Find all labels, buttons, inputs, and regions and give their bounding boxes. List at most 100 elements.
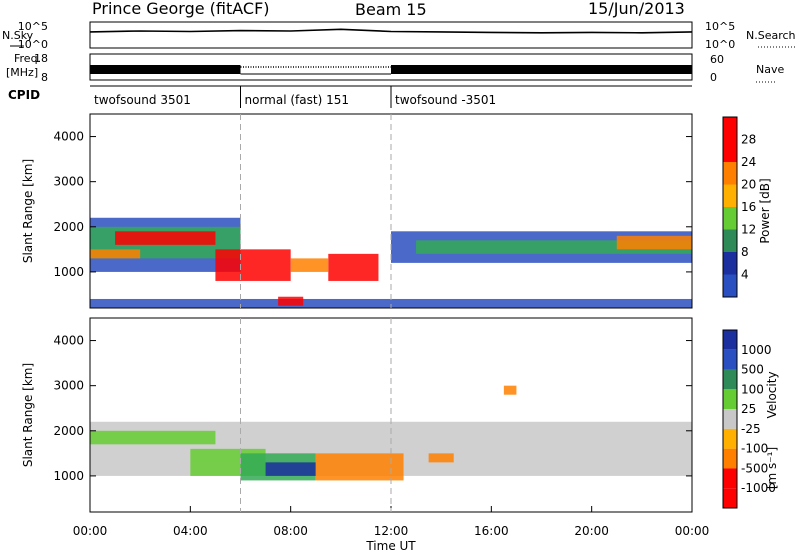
power-yticks-label-2: 2000 bbox=[53, 220, 84, 234]
nsearch-right-tick-top: 10^5 bbox=[705, 20, 735, 33]
vel-cbar-cell-8 bbox=[723, 488, 737, 508]
vel-yticks-label-2: 2000 bbox=[53, 424, 84, 438]
freq-panel: Freq. [MHz] 18 8 60 0 Nave bbox=[6, 52, 784, 84]
x-tick-label-3: 12:00 bbox=[374, 524, 409, 538]
power-cbar-cell-1 bbox=[723, 139, 737, 162]
cpid-row: CPID twofsound 3501 normal (fast) 151 twof… bbox=[8, 85, 692, 108]
cpid-entry-1: normal (fast) 151 bbox=[245, 93, 349, 107]
power-cbar-cell-6 bbox=[723, 252, 737, 275]
vel-cbar-frame bbox=[722, 329, 738, 509]
nsky-frame bbox=[89, 21, 693, 49]
nsky-label: N.Sky bbox=[2, 29, 34, 42]
velocity-y-ticks: 4000 3000 2000 1000 bbox=[53, 334, 692, 483]
power-cbar-tick-1: 24 bbox=[741, 155, 756, 169]
vel-cbar-cell-1 bbox=[723, 349, 737, 370]
power-bands-band-6 bbox=[290, 258, 329, 272]
freq-segment-0 bbox=[90, 65, 241, 74]
freq-segments bbox=[90, 65, 692, 75]
power-bands-band-2 bbox=[115, 231, 216, 245]
vel-bands-band-7 bbox=[503, 385, 517, 395]
power-cbar-cell-4 bbox=[723, 207, 737, 230]
nave-right-tick-bottom: 0 bbox=[710, 71, 717, 84]
velocity-panel: 4000 3000 2000 1000 Slant Range [km] 1000 50… bbox=[21, 317, 779, 553]
power-bands-band-4 bbox=[215, 249, 291, 281]
power-cbar-cell-7 bbox=[723, 274, 737, 297]
x-tick-label-6: 00:00 bbox=[675, 524, 710, 538]
power-cbar-tick-0: 28 bbox=[741, 133, 756, 147]
mode-separators bbox=[240, 114, 392, 512]
vel-cbar-tick-7: -1000 bbox=[741, 481, 776, 495]
power-bands-band-10 bbox=[90, 298, 692, 308]
vel-cbar-tick-6: -500 bbox=[741, 461, 768, 475]
nave-label: Nave bbox=[756, 63, 784, 76]
freq-left-tick-top: 18 bbox=[34, 52, 48, 65]
velocity-colorbar: 1000 500 100 25 -25 -100 -500 -1000 bbox=[722, 329, 776, 509]
vel-cbar-tick-4: -25 bbox=[741, 422, 761, 436]
power-bands-band-3 bbox=[90, 249, 141, 259]
velocity-y-label: Slant Range [km] bbox=[21, 363, 35, 467]
power-cbar-tick-6: 4 bbox=[741, 268, 749, 282]
freq-left-tick-bottom: 8 bbox=[41, 71, 48, 84]
vel-cbar-cell-0 bbox=[723, 330, 737, 350]
power-cbar-tick-5: 8 bbox=[741, 245, 749, 259]
station-title: Prince George (fitACF) bbox=[92, 0, 270, 18]
cpid-entry-2: twofsound -3501 bbox=[395, 93, 496, 107]
freq-label-top: Freq. bbox=[14, 52, 41, 65]
x-tick-label-2: 08:00 bbox=[273, 524, 308, 538]
vel-cbar-tick-0: 1000 bbox=[741, 343, 772, 357]
cpid-entries: twofsound 3501 normal (fast) 151 twofsound… bbox=[94, 86, 496, 108]
cpid-entry-0: twofsound 3501 bbox=[94, 93, 191, 107]
x-tick-label-4: 16:00 bbox=[474, 524, 509, 538]
time-x-label: Time UT bbox=[365, 539, 416, 553]
vel-cbar-cell-5 bbox=[723, 428, 737, 449]
x-tick-label-1: 04:00 bbox=[173, 524, 208, 538]
nsky-series-line bbox=[89, 28, 693, 34]
vel-bands-band-5 bbox=[315, 453, 404, 481]
vel-cbar-tick-2: 100 bbox=[741, 382, 764, 396]
vel-yticks-label-3: 1000 bbox=[53, 469, 84, 483]
date-title: 15/Jun/2013 bbox=[588, 0, 685, 18]
vel-bands-band-1 bbox=[90, 430, 216, 445]
power-cbar-cell-3 bbox=[723, 184, 737, 207]
vel-cbar-cell-2 bbox=[723, 369, 737, 390]
vel-cbar-cell-6 bbox=[723, 448, 737, 469]
power-cbar-tick-2: 20 bbox=[741, 178, 756, 192]
power-colorbar: 28 24 20 16 12 8 4 bbox=[722, 116, 756, 298]
x-tick-label-5: 20:00 bbox=[574, 524, 609, 538]
vel-yticks-label-1: 3000 bbox=[53, 379, 84, 393]
power-cbar-cell-5 bbox=[723, 229, 737, 252]
vel-bands-band-4 bbox=[265, 462, 316, 476]
vel-cbar-tick-1: 500 bbox=[741, 363, 764, 377]
nsearch-right-tick-bottom: 10^0 bbox=[705, 38, 735, 51]
power-y-ticks: 4000 3000 2000 1000 bbox=[53, 130, 692, 279]
velocity-colorbar-label: Velocity bbox=[765, 371, 779, 418]
nsky-left-tick-bottom: 10^0 bbox=[18, 38, 48, 51]
power-bands-band-5 bbox=[328, 253, 379, 281]
x-tick-label-0: 00:00 bbox=[73, 524, 108, 538]
freq-label-bottom: [MHz] bbox=[6, 66, 38, 79]
power-bands-band-9 bbox=[616, 235, 692, 250]
velocity-colorbar-units: [m s⁻¹] bbox=[765, 447, 779, 489]
nsky-panel: N.Sky 10^5 10^0 10^5 10^0 N.Search bbox=[2, 20, 796, 51]
cpid-label: CPID bbox=[8, 88, 40, 102]
beam-title: Beam 15 bbox=[355, 0, 427, 19]
vel-cbar-cell-7 bbox=[723, 468, 737, 489]
power-cbar-tick-4: 12 bbox=[741, 223, 756, 237]
vel-cbar-tick-5: -100 bbox=[741, 442, 768, 456]
power-cbar-cell-2 bbox=[723, 162, 737, 185]
nave-right-tick-top: 60 bbox=[710, 53, 724, 66]
power-cbar-frame bbox=[722, 116, 738, 298]
power-cbar-tick-3: 16 bbox=[741, 200, 756, 214]
vel-yticks-label-0: 4000 bbox=[53, 334, 84, 348]
power-yticks-label-1: 3000 bbox=[53, 175, 84, 189]
vel-bands-band-6 bbox=[428, 453, 454, 463]
nsearch-label: N.Search bbox=[746, 29, 796, 42]
vel-cbar-cell-3 bbox=[723, 389, 737, 410]
power-yticks-label-0: 4000 bbox=[53, 130, 84, 144]
power-panel: 4000 3000 2000 1000 Slant Range [km] 28 24 20… bbox=[21, 113, 772, 309]
power-bands-band-11 bbox=[278, 296, 304, 306]
power-yticks-label-3: 1000 bbox=[53, 265, 84, 279]
power-cbar-cell-0 bbox=[723, 117, 737, 140]
